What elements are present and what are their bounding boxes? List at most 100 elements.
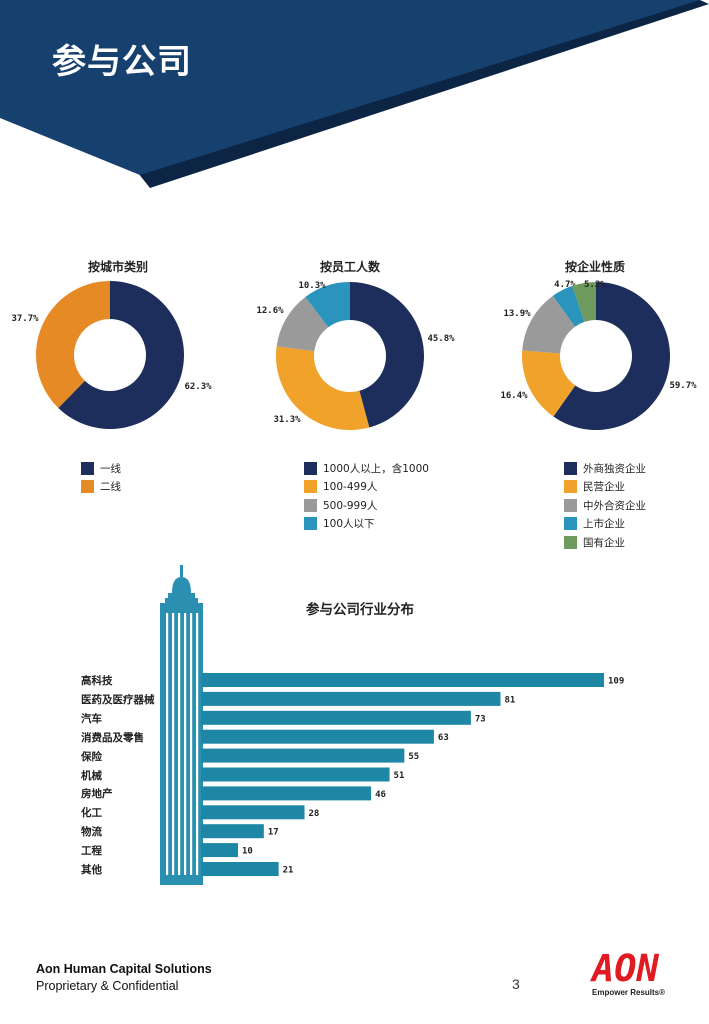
donut-slice bbox=[552, 285, 585, 327]
legend-item: 一线 bbox=[81, 459, 121, 478]
legend-employees: 1000人以上，含1000 100-499人 500-999人 100人以下 bbox=[304, 459, 429, 533]
bar-value-label: 51 bbox=[394, 771, 405, 781]
bar-value-label: 46 bbox=[375, 790, 386, 800]
bar-category-label: 保险 bbox=[81, 750, 102, 763]
legend-item: 外商独资企业 bbox=[564, 459, 646, 478]
legend-label: 一线 bbox=[100, 462, 121, 475]
bar-value-label: 17 bbox=[268, 828, 279, 838]
bar-category-label: 高科技 bbox=[81, 675, 113, 687]
bar bbox=[201, 710, 471, 725]
slice-value-label: 59.7% bbox=[669, 381, 697, 391]
bar bbox=[201, 673, 604, 687]
donut-slice bbox=[276, 296, 329, 352]
bar-value-label: 109 bbox=[608, 677, 624, 687]
legend-item: 二线 bbox=[81, 478, 121, 497]
legend-label: 民营企业 bbox=[583, 481, 625, 494]
legend-swatch bbox=[304, 461, 317, 475]
legend-label: 100人以下 bbox=[323, 518, 375, 531]
donut-slice bbox=[522, 350, 576, 417]
donut-chart-city: 62.3% 37.7% bbox=[11, 281, 212, 429]
slice-value-label: 62.3% bbox=[184, 382, 212, 392]
legend-label: 中外合资企业 bbox=[583, 499, 646, 512]
legend-city: 一线 二线 bbox=[81, 459, 121, 496]
donut-slice bbox=[572, 282, 596, 322]
header-banner bbox=[0, 0, 709, 188]
legend-label: 100-499人 bbox=[323, 481, 378, 494]
bar-category-label: 消费品及零售 bbox=[81, 731, 144, 744]
bar-category-label: 化工 bbox=[81, 807, 102, 820]
bar-category-label: 工程 bbox=[81, 845, 102, 858]
donut-title-city: 按城市类别 bbox=[87, 260, 148, 274]
legend-swatch bbox=[564, 517, 577, 531]
legend-label: 上市企业 bbox=[583, 518, 625, 531]
donut-slice bbox=[522, 295, 576, 354]
bar bbox=[201, 767, 390, 782]
legend-swatch bbox=[304, 498, 317, 512]
donut-slice bbox=[276, 346, 370, 430]
bar-category-label: 汽车 bbox=[81, 712, 102, 725]
legend-item: 100人以下 bbox=[304, 515, 429, 534]
legend-swatch bbox=[564, 535, 577, 549]
slice-value-label: 37.7% bbox=[11, 314, 39, 324]
legend-item: 500-999人 bbox=[304, 496, 429, 515]
legend-item: 100-499人 bbox=[304, 478, 429, 497]
building-illustration bbox=[160, 565, 203, 885]
legend-label: 500-999人 bbox=[323, 499, 378, 512]
slice-value-label: 12.6% bbox=[256, 306, 284, 316]
legend-ownership: 外商独资企业 民营企业 中外合资企业 上市企业 国有企业 bbox=[564, 459, 646, 552]
donut-slice bbox=[58, 281, 185, 429]
bar-value-label: 73 bbox=[475, 714, 486, 724]
bar bbox=[201, 748, 405, 763]
donut-slice bbox=[350, 282, 424, 428]
legend-swatch bbox=[304, 480, 317, 494]
legend-swatch bbox=[304, 517, 317, 531]
bar bbox=[201, 805, 305, 820]
legend-swatch bbox=[564, 480, 577, 494]
bar-chart-title: 参与公司行业分布 bbox=[306, 602, 414, 618]
legend-item: 国有企业 bbox=[564, 533, 646, 552]
slice-value-label: 4.7% bbox=[554, 280, 576, 290]
donut-slice bbox=[36, 281, 111, 408]
bar-value-label: 55 bbox=[408, 752, 419, 762]
legend-label: 外商独资企业 bbox=[583, 462, 646, 475]
footer-confidential: Proprietary & Confidential bbox=[36, 979, 179, 993]
donut-title-ownership: 按企业性质 bbox=[564, 260, 625, 274]
bar-category-label: 其他 bbox=[81, 864, 102, 876]
page-title: 参与公司 bbox=[52, 42, 192, 82]
bar bbox=[201, 691, 501, 706]
bar-category-label: 医药及医疗器械 bbox=[81, 693, 155, 706]
bar-category-label: 机械 bbox=[81, 769, 102, 782]
slice-value-label: 45.8% bbox=[427, 334, 455, 344]
donut-slice bbox=[305, 282, 350, 328]
page-number: 3 bbox=[512, 976, 520, 992]
legend-swatch bbox=[564, 461, 577, 475]
slice-value-label: 10.3% bbox=[298, 281, 326, 291]
bar-value-label: 63 bbox=[438, 733, 449, 743]
legend-label: 二线 bbox=[100, 481, 121, 494]
bar bbox=[201, 786, 372, 801]
donut-title-employees: 按员工人数 bbox=[319, 260, 380, 274]
bar bbox=[201, 862, 279, 876]
slice-value-label: 16.4% bbox=[500, 391, 528, 401]
donut-chart-employees: 45.8% 31.3% 12.6% 10.3% bbox=[256, 281, 455, 430]
aon-logo: AON bbox=[590, 947, 660, 987]
slice-value-label: 5.2% bbox=[584, 280, 606, 290]
logo-text: AON bbox=[590, 947, 660, 987]
slice-value-label: 13.9% bbox=[503, 309, 531, 319]
bar bbox=[201, 843, 238, 858]
bar-value-label: 28 bbox=[309, 809, 320, 819]
legend-label: 1000人以上，含1000 bbox=[323, 462, 429, 475]
legend-item: 民营企业 bbox=[564, 478, 646, 497]
slice-value-label: 31.3% bbox=[273, 415, 301, 425]
legend-item: 中外合资企业 bbox=[564, 496, 646, 515]
bar-category-label: 房地产 bbox=[81, 788, 113, 801]
bar-value-label: 10 bbox=[242, 847, 253, 857]
legend-label: 国有企业 bbox=[583, 536, 625, 549]
legend-swatch bbox=[564, 498, 577, 512]
legend-item: 上市企业 bbox=[564, 515, 646, 534]
bar bbox=[201, 824, 264, 839]
donut-slice bbox=[553, 282, 670, 430]
legend-swatch bbox=[81, 461, 94, 475]
bar-category-label: 物流 bbox=[81, 826, 102, 839]
